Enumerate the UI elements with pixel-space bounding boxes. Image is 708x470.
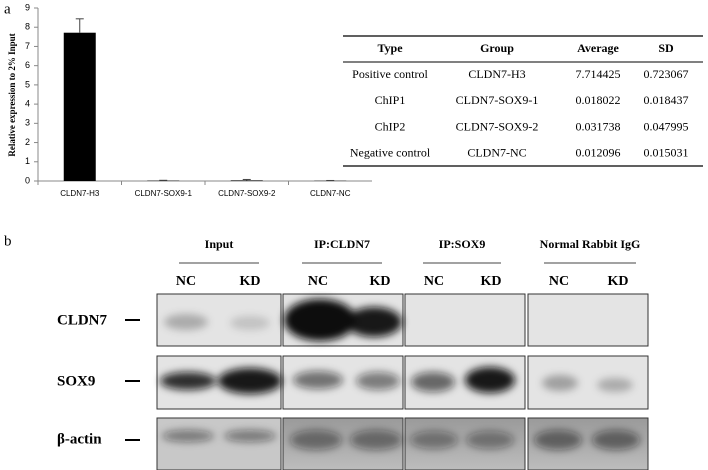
- band: [224, 430, 276, 442]
- y-tick-label: 3: [25, 118, 30, 128]
- western-blot: Input IP:CLDN7 IP:SOX9 Normal Rabbit IgG NC K…: [57, 237, 649, 470]
- band: [346, 307, 402, 337]
- row-label: CLDN7: [57, 312, 108, 328]
- table-cell: 0.723067: [644, 67, 689, 81]
- band: [534, 430, 582, 450]
- table-cell: ChIP1: [375, 93, 406, 107]
- band: [466, 431, 514, 449]
- x-tick-label: CLDN7-H3: [60, 189, 100, 198]
- table-cell: 0.047995: [644, 119, 689, 133]
- band: [542, 375, 578, 391]
- lane-label: NC: [176, 274, 196, 289]
- y-tick-label: 1: [25, 156, 30, 166]
- y-tick-label: 7: [25, 41, 30, 51]
- table-cell: 0.018022: [576, 93, 621, 107]
- table-cell: 0.031738: [576, 119, 621, 133]
- data-table: Type Group Average SD Positive control CLDN7-…: [343, 35, 703, 167]
- table-header: SD: [658, 41, 674, 55]
- band: [160, 372, 216, 390]
- bar: [63, 32, 96, 181]
- y-tick-label: 6: [25, 60, 30, 70]
- y-tick-label: 9: [25, 2, 30, 12]
- table-cell: Negative control: [350, 146, 431, 160]
- bar: [230, 180, 263, 181]
- band: [350, 430, 402, 450]
- column-header: IP:CLDN7: [314, 237, 370, 251]
- error-bar: [75, 18, 84, 33]
- band: [164, 314, 208, 330]
- band: [411, 372, 455, 392]
- y-tick-label: 4: [25, 98, 30, 108]
- x-tick-label: CLDN7-SOX9-1: [135, 189, 193, 198]
- column-header: Input: [205, 237, 234, 251]
- table-cell: Positive control: [352, 67, 428, 81]
- band: [597, 378, 633, 392]
- band: [356, 372, 400, 390]
- table-cell: ChIP2: [375, 119, 406, 133]
- y-axis-label: Relative expression to 2% Input: [7, 33, 17, 156]
- table-header: Average: [577, 41, 619, 55]
- y-tick-label: 5: [25, 79, 30, 89]
- error-bar: [242, 178, 251, 181]
- band: [465, 367, 515, 393]
- band: [290, 430, 342, 450]
- row-label: β-actin: [57, 431, 102, 447]
- band: [592, 430, 640, 450]
- table-cell: CLDN7-H3: [468, 67, 525, 81]
- table-header: Group: [480, 41, 514, 55]
- lane-label: KD: [240, 274, 261, 289]
- table-cell: CLDN7-SOX9-1: [456, 93, 539, 107]
- row-label: SOX9: [57, 373, 95, 389]
- x-tick-label: CLDN7-NC: [310, 189, 351, 198]
- panel-label: b: [4, 233, 12, 249]
- table-cell: 0.012096: [576, 146, 621, 160]
- x-tick-label: CLDN7-SOX9-2: [218, 189, 276, 198]
- table-cell: 0.018437: [644, 93, 689, 107]
- lane-label: KD: [370, 274, 391, 289]
- y-tick-label: 8: [25, 22, 30, 32]
- table-header: Type: [377, 41, 403, 55]
- y-tick-label: 0: [25, 175, 30, 185]
- lane-label: NC: [549, 274, 569, 289]
- lane-label: KD: [481, 274, 502, 289]
- blot-panel: [527, 293, 649, 347]
- band: [230, 316, 270, 330]
- column-header: IP:SOX9: [439, 237, 486, 251]
- band: [410, 431, 458, 449]
- table-cell: 0.015031: [644, 146, 689, 160]
- band: [162, 430, 214, 442]
- bar-chart: Relative expression to 2% Input 0 1 2 3 4 5 6 7…: [7, 2, 372, 198]
- panel-label: a: [4, 1, 11, 17]
- lane-label: KD: [608, 274, 629, 289]
- table-cell: 7.714425: [576, 67, 621, 81]
- y-tick-label: 2: [25, 137, 30, 147]
- bands: [160, 299, 640, 450]
- column-header: Normal Rabbit IgG: [540, 237, 641, 251]
- band: [293, 371, 343, 389]
- band: [218, 368, 282, 394]
- lane-label: NC: [308, 274, 328, 289]
- band: [284, 299, 356, 341]
- blot-panel: [156, 417, 282, 470]
- blot-panel: [404, 293, 526, 347]
- table-cell: CLDN7-SOX9-2: [456, 119, 539, 133]
- table-cell: CLDN7-NC: [467, 146, 526, 160]
- lane-label: NC: [424, 274, 444, 289]
